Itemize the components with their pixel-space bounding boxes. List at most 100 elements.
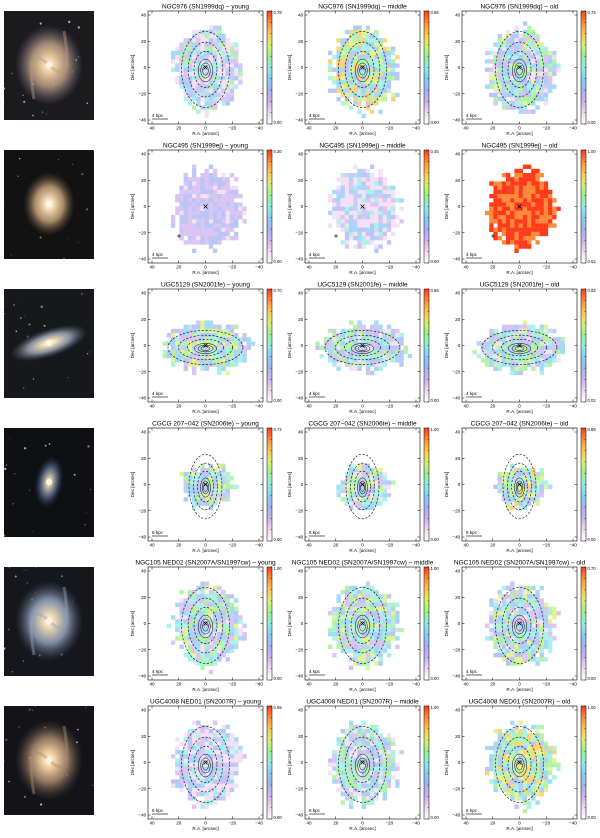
map-pixel [208,236,214,241]
map-pixel [340,792,345,797]
map-pixel [510,594,515,599]
map-pixel [242,345,247,350]
map-pixel [386,349,392,355]
map-pixel [374,653,379,658]
map-pixel [221,745,226,751]
map-pixel [510,484,515,489]
map-pixel [340,787,345,793]
map-pixel [213,88,218,93]
plot-element [187,338,224,356]
map-pixel [332,611,337,616]
map-pixel [217,632,222,637]
map-pixel [510,581,515,586]
map-pixel [217,627,222,633]
map-pixel [340,611,345,616]
map-pixel [208,472,214,477]
map-pixel [238,636,243,641]
map-pixel [382,480,387,485]
map-pixel [328,337,333,342]
x-tick-label: −40 [412,126,420,131]
map-pixel [518,42,523,47]
map-pixel [357,210,362,216]
map-pixel [506,598,511,603]
map-pixel [213,585,218,591]
map-pixel [370,750,375,755]
plot-element [350,462,375,511]
map-pixel [370,783,375,788]
colorbar-max-label: 0.89 [588,427,597,432]
map-pixel [543,783,549,788]
map-pixel [340,762,345,767]
map-pixel [497,215,502,220]
map-pixel [518,71,523,77]
map-pixel [531,653,536,658]
map-pixel [539,358,544,363]
map-pixel [200,590,205,595]
y-tick-label: 0 [301,343,304,348]
map-pixel [187,627,193,633]
y-axis-label: Dec [arcsec] [130,611,135,637]
map-pixel [391,46,396,51]
map-pixel [535,750,540,755]
map-pixel [522,636,528,641]
map-pixel [391,615,396,620]
map-pixel [208,796,214,801]
map-pixel [183,76,188,81]
map-pixel [374,623,379,628]
map-pixel [489,354,494,359]
map-pixel [200,337,205,342]
map-pixel [187,67,193,72]
map-pixel [349,632,354,637]
map-pixel [539,84,544,89]
map-pixel [357,594,362,599]
map-pixel [535,181,540,186]
y-tick-label: 0 [458,482,461,487]
map-pixel [480,345,486,350]
map-pixel [399,750,404,755]
map-pixel [493,779,498,784]
map-pixel [187,606,193,612]
map-pixel [514,88,519,93]
map-pixel [328,762,333,767]
map-pixel [344,92,350,98]
map-pixel [365,97,371,102]
map-pixel [497,80,502,85]
map-pixel [391,766,396,772]
y-tick-label: 20 [455,595,461,600]
map-pixel [501,623,507,628]
plot-element [86,102,89,105]
map-pixel [543,632,549,637]
map-pixel [510,38,515,43]
map-pixel [361,34,366,39]
map-pixel [196,602,201,607]
map-pixel [340,623,345,628]
map-pixel [374,488,379,494]
map-pixel [175,762,180,767]
map-pixel [510,796,515,801]
map-pixel [493,59,498,64]
map-pixel [489,59,494,64]
map-pixel [552,354,557,359]
map-pixel [391,750,396,755]
plot-element [181,726,230,803]
map-pixel [386,653,392,658]
map-pixel [489,223,494,228]
map-pixel [510,354,515,359]
map-pixel [221,623,226,628]
map-pixel [382,194,387,199]
map-pixel [196,223,201,228]
map-pixel [213,337,218,342]
map-pixel [208,25,214,30]
map-pixel [386,358,392,363]
map-pixel [196,750,201,755]
map-pixel [200,50,205,56]
map-pixel [183,754,188,759]
map-pixel [497,223,502,228]
map-pixel [217,484,222,489]
map-pixel [497,775,502,780]
map-pixel [229,198,235,203]
map-pixel [391,189,396,195]
colorbar-min-label: 0.00 [588,676,597,681]
plot-element [8,780,10,783]
map-pixel [344,55,350,60]
